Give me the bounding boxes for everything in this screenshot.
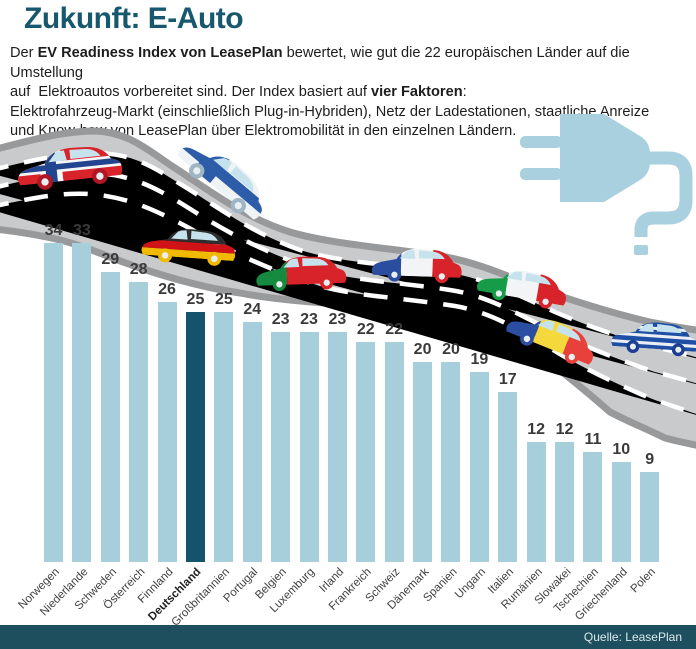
bar-value: 24 bbox=[243, 301, 262, 318]
bar-value: 22 bbox=[385, 321, 404, 338]
bar-column: 28 Österreich bbox=[101, 222, 149, 612]
bar-Polen bbox=[640, 472, 660, 562]
bar-value: 23 bbox=[300, 311, 318, 328]
page-title: Zukunft: E-Auto bbox=[24, 2, 244, 35]
bar-Griechenland bbox=[611, 462, 631, 562]
bar-Großbritannien bbox=[214, 312, 234, 562]
bar-Spanien bbox=[441, 362, 461, 562]
intro-line: Elektrofahrzeug-Markt (einschließlich Pl… bbox=[10, 103, 650, 120]
bar-column: 20 Spanien bbox=[421, 222, 461, 604]
bar-value: 9 bbox=[645, 451, 655, 468]
bar-column: 25 Großbritannien bbox=[170, 222, 234, 629]
bar-value: 29 bbox=[101, 251, 120, 268]
intro-line: auf Elektroautos vorbereitet sind. Der I… bbox=[10, 84, 467, 100]
bar-column: 29 Schweden bbox=[72, 222, 120, 612]
bar-column: 24 Portugal bbox=[222, 222, 262, 605]
ev-readiness-bar-chart: 34 Norwegen 33 Niederlande 29 Schweden 28 Öster… bbox=[16, 222, 660, 629]
bar-value: 20 bbox=[442, 341, 460, 358]
bar-Belgien bbox=[271, 332, 291, 562]
bar-Tschechien bbox=[583, 452, 603, 562]
bar-Slowakei bbox=[555, 442, 575, 562]
bar-column: 23 Belgien bbox=[253, 222, 291, 602]
bar-value: 11 bbox=[584, 431, 602, 448]
bar-Finnland bbox=[157, 302, 177, 562]
bar-value: 28 bbox=[129, 261, 148, 278]
bar-country-label: Polen bbox=[628, 566, 659, 596]
bar-value: 23 bbox=[271, 311, 290, 328]
bar-column: 33 Niederlande bbox=[38, 222, 92, 618]
bar-column: 22 Schweiz bbox=[364, 222, 404, 605]
bar-column: 34 Norwegen bbox=[16, 222, 63, 612]
source-label: Quelle: LeasePlan bbox=[583, 630, 682, 644]
bar-value: 20 bbox=[413, 341, 432, 358]
bar-Ungarn bbox=[469, 372, 489, 562]
source-bar: Quelle: LeasePlan bbox=[0, 625, 696, 649]
bar-country-label: Ungarn bbox=[452, 566, 488, 602]
bar-Norwegen bbox=[44, 243, 63, 562]
bar-Irland bbox=[327, 332, 347, 562]
bar-value: 12 bbox=[555, 421, 574, 438]
bar-Niederlande bbox=[72, 243, 92, 562]
bar-column: 9 Polen bbox=[629, 222, 660, 595]
bar-Italien bbox=[498, 392, 518, 562]
bar-Dänemark bbox=[413, 362, 433, 562]
bar-column: 23 Irland bbox=[317, 222, 347, 595]
bar-Schweiz bbox=[384, 342, 404, 562]
bar-Portugal bbox=[242, 322, 262, 562]
bar-value: 33 bbox=[72, 222, 91, 239]
bar-column: 22 Frankreich bbox=[327, 222, 376, 613]
bar-value: 22 bbox=[356, 321, 375, 338]
bar-value: 25 bbox=[186, 291, 205, 308]
bar-value: 25 bbox=[214, 291, 233, 308]
bar-column: 11 Tschechien bbox=[552, 222, 603, 615]
bar-column: 26 Finnland bbox=[136, 222, 177, 606]
bar-Rumänien bbox=[526, 442, 546, 562]
bar-Luxemburg bbox=[299, 332, 319, 562]
bar-column: 23 Luxemburg bbox=[268, 222, 319, 615]
bar-column: 20 Dänemark bbox=[385, 222, 433, 612]
plug-prong bbox=[520, 168, 562, 180]
bar-value: 12 bbox=[527, 421, 546, 438]
bar-column: 25 Deutschland bbox=[147, 222, 205, 623]
bar-value: 34 bbox=[44, 222, 63, 239]
bar-Frankreich bbox=[356, 342, 376, 562]
bar-value: 10 bbox=[612, 441, 631, 458]
bar-column: 17 Italien bbox=[486, 222, 518, 596]
car-norway bbox=[15, 142, 123, 190]
bar-Deutschland bbox=[185, 312, 205, 562]
bar-column: 12 Slowakei bbox=[532, 222, 575, 607]
bar-value: 26 bbox=[158, 281, 176, 298]
bar-value: 23 bbox=[328, 311, 347, 328]
bar-value: 17 bbox=[498, 371, 517, 388]
intro-text: Der EV Readiness Index von LeasePlan bew… bbox=[10, 44, 690, 142]
bar-column: 10 Griechenland bbox=[573, 222, 631, 623]
bar-Schweden bbox=[100, 272, 120, 562]
bar-column: 19 Ungarn bbox=[453, 222, 489, 601]
bar-column: 12 Rumänien bbox=[499, 222, 546, 612]
intro-line: und Know-how von LeasePlan über Elektrom… bbox=[10, 123, 517, 139]
bar-value: 19 bbox=[470, 351, 489, 368]
bar-country-label: Griechenland bbox=[572, 566, 630, 623]
bar-Österreich bbox=[129, 282, 149, 562]
intro-line: Der EV Readiness Index von LeasePlan bew… bbox=[10, 45, 634, 81]
